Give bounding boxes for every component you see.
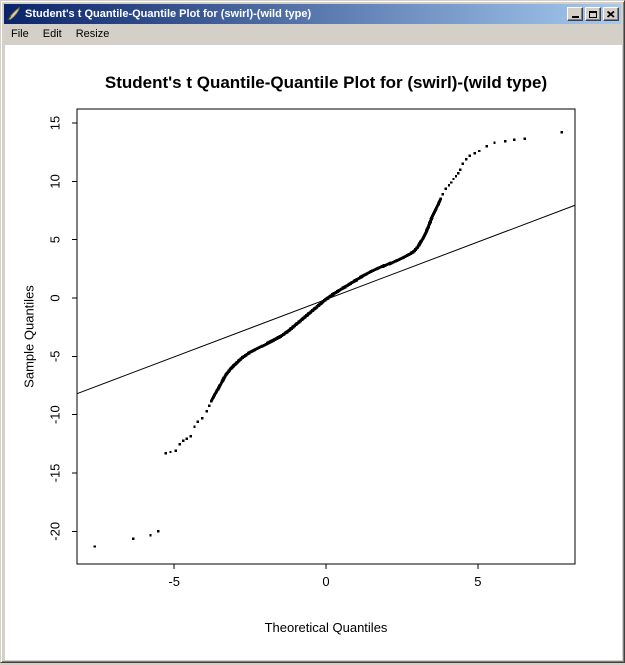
- data-point: [503, 139, 507, 143]
- menu-item-resize[interactable]: Resize: [75, 28, 110, 40]
- data-point: [439, 197, 443, 201]
- data-point: [169, 450, 172, 454]
- window-title: Student's t Quantile-Quantile Plot for (…: [25, 8, 312, 20]
- plot-client-area: -5 0 5 15 10 5 0 -5 -10 -15 -20 Student's t Quantil…: [5, 45, 622, 660]
- data-point: [459, 168, 462, 171]
- data-point: [193, 425, 196, 429]
- x-tick-label: 0: [322, 574, 329, 589]
- x-tick-label: 5: [474, 574, 481, 589]
- data-point: [200, 416, 204, 420]
- data-point: [444, 187, 448, 191]
- data-point: [178, 443, 181, 446]
- data-point: [208, 404, 211, 408]
- y-tick-label: 15: [48, 116, 63, 130]
- titlebar-buttons: [565, 7, 619, 21]
- data-point: [560, 131, 564, 134]
- data-point: [131, 537, 135, 541]
- y-axis-label: Sample Quantiles: [22, 285, 37, 388]
- maximize-icon: [589, 10, 597, 18]
- data-point: [513, 138, 516, 142]
- chart-title: Student's t Quantile-Quantile Plot for (…: [105, 73, 547, 92]
- data-point: [447, 184, 451, 187]
- maximize-button[interactable]: [585, 7, 601, 21]
- menu-item-file[interactable]: File: [11, 28, 29, 40]
- data-point: [189, 435, 193, 438]
- close-icon: [607, 10, 615, 18]
- x-tick-label: -5: [168, 574, 180, 589]
- data-point: [456, 171, 460, 175]
- minimize-button[interactable]: [567, 7, 583, 21]
- data-point: [485, 145, 489, 148]
- data-point: [465, 157, 468, 161]
- data-point: [182, 439, 185, 443]
- close-button[interactable]: [603, 7, 619, 21]
- data-point: [174, 449, 177, 453]
- data-point: [493, 141, 496, 145]
- minimize-icon: [571, 16, 579, 18]
- y-tick-label: -15: [48, 464, 63, 483]
- y-tick-label: 0: [48, 294, 63, 301]
- qq-plot-canvas: -5 0 5 15 10 5 0 -5 -10 -15 -20 Student's t Quantil…: [22, 73, 576, 635]
- data-point: [157, 530, 160, 533]
- y-tick-label: 10: [48, 174, 63, 188]
- data-point: [468, 154, 471, 157]
- data-point: [196, 420, 199, 423]
- data-point: [478, 149, 481, 153]
- r-graphics-quill-icon: [7, 6, 21, 20]
- data-point: [449, 181, 453, 184]
- data-point: [452, 177, 455, 181]
- data-point: [185, 437, 189, 440]
- data-point: [441, 192, 445, 196]
- data-point: [461, 162, 464, 166]
- data-point: [454, 174, 458, 178]
- data-point: [164, 451, 167, 455]
- data-point: [149, 534, 152, 537]
- x-axis-label: Theoretical Quantiles: [265, 620, 388, 635]
- data-point: [205, 409, 208, 413]
- y-tick-label: -10: [48, 405, 63, 424]
- y-tick-label: -5: [48, 351, 63, 363]
- data-point: [93, 545, 96, 548]
- titlebar[interactable]: Student's t Quantile-Quantile Plot for (…: [4, 4, 621, 24]
- data-point: [473, 152, 476, 155]
- plot-box: [76, 108, 576, 565]
- menubar: File Edit Resize: [4, 24, 621, 44]
- y-tick-label: 5: [48, 236, 63, 243]
- menu-item-edit[interactable]: Edit: [42, 28, 62, 40]
- data-point: [523, 137, 527, 140]
- y-tick-label: -20: [48, 522, 63, 541]
